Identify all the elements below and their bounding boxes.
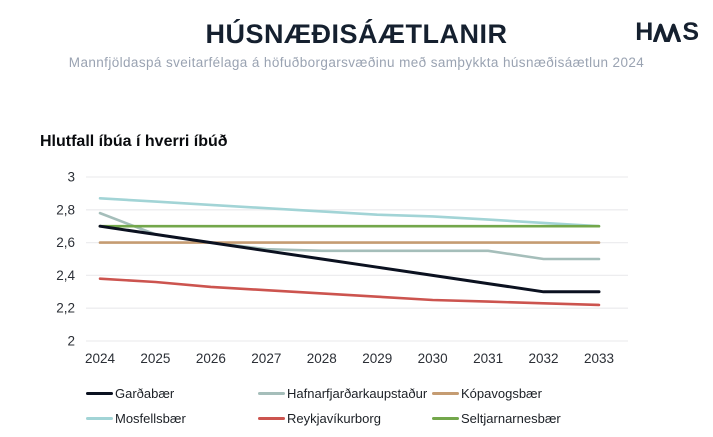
legend-label: Mosfellsbær — [115, 410, 186, 426]
legend-swatch-icon — [258, 391, 285, 395]
x-tick-label: 2033 — [584, 351, 614, 366]
y-tick-label: 2 — [67, 334, 75, 349]
legend-item: Mosfellsbær — [86, 409, 258, 427]
y-tick-label: 2,4 — [56, 268, 75, 283]
hms-logo-letter-s: S — [682, 18, 699, 46]
x-tick-label: 2024 — [85, 351, 116, 366]
legend-item: Hafnarfjarðarkaupstaður — [258, 384, 432, 402]
x-tick-label: 2030 — [418, 351, 448, 366]
x-tick-label: 2026 — [196, 351, 226, 366]
x-tick-label: 2032 — [529, 351, 559, 366]
x-tick-label: 2028 — [307, 351, 337, 366]
series-line-Garðabær — [98, 224, 601, 294]
y-tick-label: 2,6 — [56, 235, 75, 250]
legend-swatch-icon — [432, 416, 459, 420]
y-tick-label: 2,8 — [56, 202, 75, 217]
page-subtitle: Mannfjöldaspá sveitarfélaga á höfuðborga… — [68, 55, 645, 70]
legend-label: Garðabær — [115, 385, 175, 401]
legend-label: Kópavogsbær — [461, 385, 542, 401]
y-tick-label: 3 — [67, 170, 75, 185]
line-chart: 3 2,8 2,6 2,4 2,2 2 2024 2025 2026 2027 2028 2029 20… — [56, 170, 628, 366]
legend-swatch-icon — [258, 416, 285, 420]
legend-item: Seltjarnarnesbær — [432, 409, 561, 427]
chart-title: Hlutfall íbúa í hverri íbúð — [40, 133, 228, 150]
page-title: HÚSNÆÐISÁÆTLANIR — [205, 19, 508, 49]
x-tick-label: 2027 — [251, 351, 281, 366]
legend-swatch-icon — [432, 391, 459, 395]
legend-label: Reykjavíkurborg — [287, 410, 381, 426]
legend-label: Seltjarnarnesbær — [461, 410, 561, 426]
legend-item: Garðabær — [86, 384, 258, 402]
legend-swatch-icon — [86, 416, 113, 420]
legend-swatch-icon — [86, 391, 113, 395]
x-tick-label: 2031 — [473, 351, 503, 366]
legend-item: Reykjavíkurborg — [258, 409, 432, 427]
series-line-Reykjavíkurborg — [98, 277, 601, 307]
hms-logo: H S — [635, 18, 699, 46]
legend-label: Hafnarfjarðarkaupstaður — [287, 385, 428, 401]
hms-logo-m-arches-icon — [653, 23, 682, 42]
hms-logo-letter-h: H — [635, 18, 653, 46]
x-tick-label: 2029 — [362, 351, 392, 366]
legend-item: Kópavogsbær — [432, 384, 561, 402]
y-tick-label: 2,2 — [56, 301, 75, 316]
series-line-Mosfellsbær — [98, 196, 601, 228]
x-tick-label: 2025 — [140, 351, 170, 366]
chart-legend: Garðabær Hafnarfjarðarkaupstaður Kópavogsb… — [86, 384, 561, 427]
